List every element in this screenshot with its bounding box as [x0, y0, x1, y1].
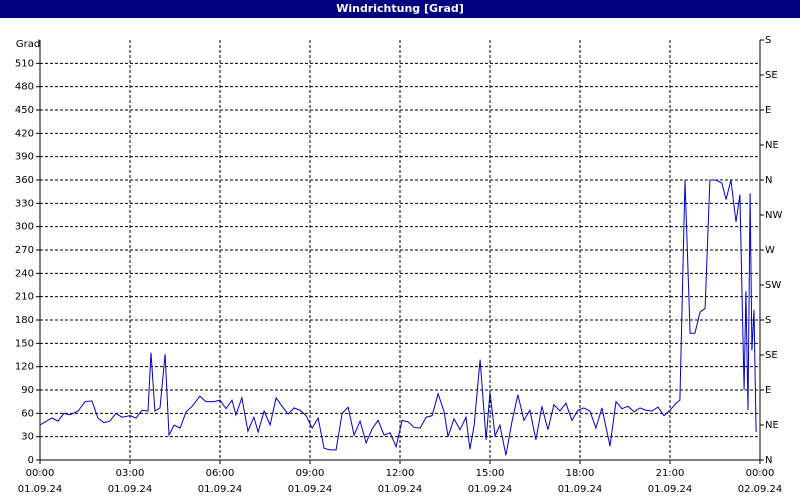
x-tick-label: 21:00: [656, 468, 685, 479]
x-tick-label: 18:00: [566, 468, 595, 479]
chart-title: Windrichtung [Grad]: [336, 2, 464, 15]
x-tick-label: 00:00: [26, 468, 55, 479]
y2-tick-label: NW: [765, 210, 782, 221]
x-tick-label: 06:00: [206, 468, 235, 479]
y-tick-label: 240: [15, 268, 34, 279]
y2-tick-label: S: [765, 35, 771, 46]
title-bar: [0, 0, 800, 18]
y-tick-label: 390: [15, 152, 34, 163]
y2-tick-label: NE: [765, 420, 779, 431]
y2-tick-label: NE: [765, 140, 779, 151]
y-tick-label: 30: [21, 432, 34, 443]
y-tick-label: 270: [15, 245, 34, 256]
y2-tick-label: SE: [765, 70, 778, 81]
x-tick-label: 01.09.24: [558, 484, 603, 495]
y-tick-label: 90: [21, 385, 34, 396]
y-tick-label: 60: [21, 408, 34, 419]
y-tick-label: 450: [15, 105, 34, 116]
y2-tick-label: E: [765, 105, 771, 116]
y2-tick-label: SE: [765, 350, 778, 361]
y-tick-label: 120: [15, 362, 34, 373]
y-tick-label: 480: [15, 82, 34, 93]
y2-tick-label: SW: [765, 280, 781, 291]
y-tick-label: 150: [15, 338, 34, 349]
x-tick-label: 00:00: [746, 468, 775, 479]
data-line: [39, 179, 757, 456]
x-tick-label: 01.09.24: [18, 484, 63, 495]
x-tick-label: 09:00: [296, 468, 325, 479]
y-tick-label: 210: [15, 292, 34, 303]
x-tick-label: 01.09.24: [378, 484, 423, 495]
x-tick-label: 01.09.24: [198, 484, 243, 495]
y2-tick-label: E: [765, 385, 771, 396]
y2-tick-label: W: [765, 245, 775, 256]
y2-tick-label: N: [765, 455, 772, 466]
x-tick-label: 15:00: [476, 468, 505, 479]
y-axis-label: Grad: [16, 39, 40, 50]
y-tick-label: 180: [15, 315, 34, 326]
y2-tick-label: S: [765, 315, 771, 326]
y-tick-label: 300: [15, 222, 34, 233]
y-tick-label: 0: [28, 455, 34, 466]
y2-tick-label: N: [765, 175, 772, 186]
y-tick-label: 420: [15, 128, 34, 139]
x-tick-label: 03:00: [116, 468, 145, 479]
y-tick-label: 330: [15, 198, 34, 209]
x-tick-label: 12:00: [386, 468, 415, 479]
y-tick-label: 510: [15, 58, 34, 69]
x-tick-label: 01.09.24: [468, 484, 513, 495]
y-tick-label: 360: [15, 175, 34, 186]
x-tick-label: 01.09.24: [288, 484, 333, 495]
x-tick-label: 02.09.24: [738, 484, 783, 495]
x-tick-label: 01.09.24: [108, 484, 153, 495]
x-tick-label: 01.09.24: [648, 484, 693, 495]
